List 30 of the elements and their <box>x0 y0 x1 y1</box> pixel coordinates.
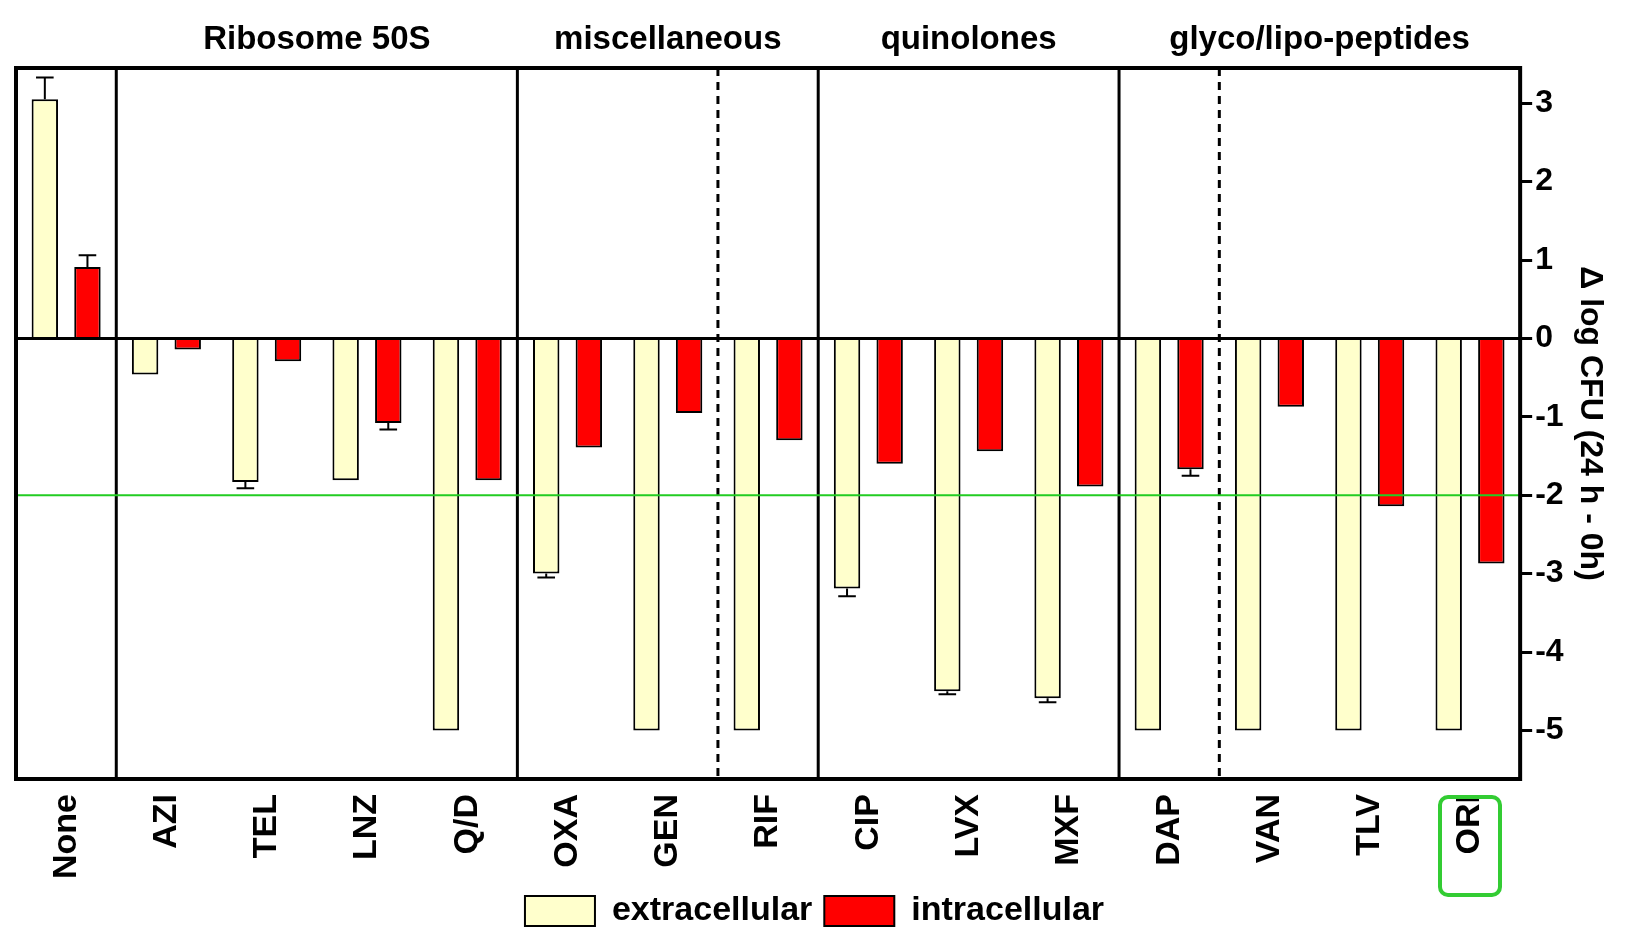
text: glyco/lipo-peptides <box>1169 18 1470 56</box>
x-tick-label: TLV <box>1348 793 1387 856</box>
y-tick-label: -4 <box>1535 631 1564 668</box>
x-tick-label: OXA <box>545 794 584 868</box>
x-tick-label: VAN <box>1247 794 1286 864</box>
x-tick-label: TEL <box>245 794 284 859</box>
x-tick-label: MXF <box>1047 794 1086 866</box>
legend-label: intracellular <box>911 889 1105 928</box>
x-tick-label: RIF <box>746 794 785 849</box>
y-tick-label: 1 <box>1535 239 1553 276</box>
x-tick-label: LNZ <box>345 794 384 861</box>
y-tick-label: -3 <box>1535 553 1564 590</box>
text: quinolones <box>880 18 1057 56</box>
text: Ribosome 50S <box>203 18 431 56</box>
text: miscellaneous <box>554 18 782 56</box>
x-tick-label: DAP <box>1147 794 1186 866</box>
x-tick-label: GEN <box>646 794 685 868</box>
legend-label: extracellular <box>611 889 813 928</box>
x-tick-label: Q/D <box>445 794 484 855</box>
y-axis-title: Δ log CFU (24 h - 0h) <box>1573 266 1610 581</box>
y-tick-label: 0 <box>1535 318 1553 355</box>
x-tick-label: None <box>44 794 83 879</box>
y-tick-label: -5 <box>1535 710 1564 747</box>
y-tick-label: -2 <box>1535 475 1564 512</box>
y-tick-label: 2 <box>1535 161 1553 198</box>
y-tick-label: -1 <box>1535 396 1564 433</box>
x-tick-label: AZI <box>144 794 183 849</box>
x-tick-label: LVX <box>947 793 985 858</box>
y-tick-label: 3 <box>1535 83 1553 120</box>
x-tick-label: CIP <box>846 794 885 851</box>
